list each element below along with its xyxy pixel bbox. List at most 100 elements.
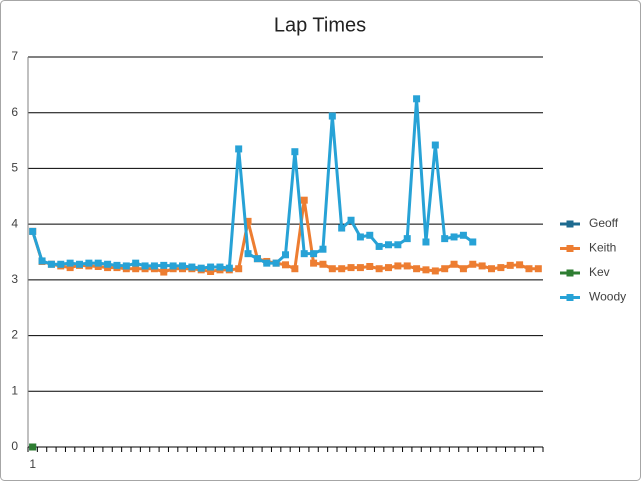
data-point (76, 260, 83, 268)
data-point (207, 268, 215, 275)
data-point (244, 250, 252, 258)
data-point (188, 263, 196, 271)
legend-label: Woody (589, 290, 626, 304)
data-point (431, 267, 439, 275)
data-point (29, 443, 37, 451)
data-point (132, 259, 140, 267)
data-point (300, 250, 308, 258)
data-point (459, 265, 467, 273)
data-point (525, 265, 533, 273)
data-point (338, 224, 346, 232)
data-point (356, 264, 364, 272)
y-tick-label: 1 (11, 383, 18, 397)
data-point (403, 262, 411, 270)
data-point (347, 264, 355, 272)
data-point (141, 262, 149, 270)
data-point (113, 261, 121, 269)
data-point (441, 265, 449, 273)
data-point (66, 259, 74, 267)
data-point (310, 250, 318, 258)
data-point (57, 260, 65, 268)
legend-label: Geoff (589, 216, 619, 230)
data-point (488, 265, 495, 273)
data-point (394, 241, 402, 249)
data-point (413, 95, 421, 103)
data-point (319, 260, 327, 268)
data-point (300, 196, 308, 204)
data-point (235, 265, 243, 273)
data-point (272, 259, 280, 267)
data-point (225, 264, 233, 272)
legend-marker (566, 245, 574, 252)
data-point (506, 261, 514, 269)
y-tick-label: 0 (11, 439, 18, 453)
data-point (422, 266, 430, 274)
data-point (497, 264, 505, 272)
data-point (413, 265, 421, 273)
data-point (516, 261, 524, 269)
data-point (375, 242, 383, 250)
data-point (338, 265, 346, 273)
data-point (216, 263, 224, 271)
data-point (85, 259, 93, 267)
data-point (282, 261, 289, 269)
data-point (356, 233, 364, 241)
data-point (478, 262, 486, 270)
data-point (66, 264, 74, 272)
data-point (422, 238, 430, 246)
data-point (29, 227, 37, 235)
legend-label: Keith (589, 241, 616, 255)
data-point (160, 261, 168, 269)
data-point (328, 265, 336, 273)
data-point (431, 141, 439, 149)
y-tick-label: 4 (11, 216, 18, 230)
data-point (263, 259, 271, 267)
data-point (385, 241, 392, 249)
data-point (291, 148, 299, 156)
data-point (450, 260, 458, 268)
data-point (441, 235, 449, 243)
data-point (38, 257, 46, 265)
chart-title: Lap Times (274, 14, 366, 36)
data-point (160, 268, 168, 276)
data-point (459, 231, 467, 239)
legend-marker (566, 220, 574, 228)
data-point (375, 265, 383, 273)
data-point (291, 265, 299, 273)
data-point (403, 235, 411, 243)
y-tick-label: 7 (11, 49, 18, 63)
data-point (366, 262, 374, 270)
data-point (150, 262, 158, 270)
data-point (328, 112, 336, 120)
x-tick-label: 1 (29, 457, 36, 471)
y-tick-label: 2 (11, 328, 18, 342)
data-point (394, 262, 402, 270)
data-point (235, 145, 243, 153)
data-point (366, 231, 374, 239)
y-tick-label: 6 (11, 105, 18, 119)
data-point (450, 233, 458, 241)
data-point (319, 245, 327, 253)
data-point (169, 262, 177, 270)
y-tick-label: 5 (11, 161, 18, 175)
data-point (197, 264, 205, 272)
data-point (244, 217, 252, 225)
legend-marker (566, 269, 574, 277)
data-point (207, 263, 215, 271)
data-point (94, 259, 102, 267)
data-point (132, 265, 140, 273)
legend-marker (566, 294, 574, 301)
data-point (469, 238, 477, 246)
data-point (104, 260, 112, 268)
y-tick-label: 3 (11, 272, 18, 286)
data-point (347, 216, 355, 224)
data-point (122, 262, 130, 270)
data-point (469, 260, 477, 268)
data-point (310, 259, 318, 267)
data-point (282, 251, 289, 259)
data-point (534, 265, 542, 273)
data-point (47, 260, 55, 268)
legend-label: Kev (589, 265, 610, 279)
